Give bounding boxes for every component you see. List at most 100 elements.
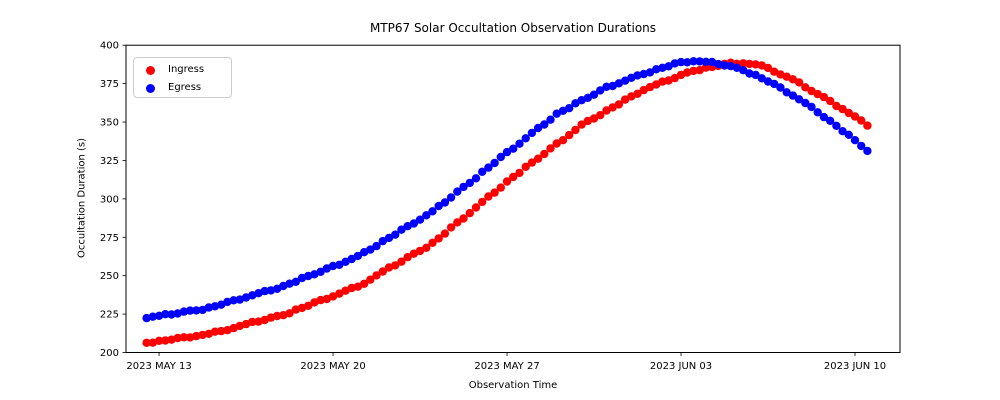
data-point bbox=[589, 114, 599, 123]
data-point bbox=[459, 182, 468, 192]
data-point bbox=[490, 188, 499, 197]
data-point bbox=[533, 154, 543, 163]
data-point bbox=[378, 267, 387, 276]
data-point bbox=[353, 251, 363, 261]
data-point bbox=[509, 172, 518, 182]
data-point bbox=[304, 301, 313, 310]
ingress-marker-icon bbox=[146, 65, 155, 75]
data-point bbox=[819, 112, 829, 122]
data-point bbox=[502, 147, 512, 157]
data-point bbox=[571, 99, 580, 108]
data-point bbox=[757, 74, 766, 83]
data-point bbox=[161, 310, 170, 319]
data-point bbox=[571, 125, 580, 135]
data-point bbox=[782, 88, 791, 97]
data-point bbox=[689, 66, 698, 76]
data-point bbox=[440, 198, 450, 207]
data-point bbox=[509, 144, 518, 153]
data-point bbox=[515, 139, 524, 148]
y-tick-label: 375 bbox=[100, 79, 119, 90]
data-point bbox=[739, 66, 748, 75]
y-tick-label: 350 bbox=[100, 118, 119, 129]
data-point bbox=[384, 233, 394, 243]
data-point bbox=[633, 89, 642, 99]
data-point bbox=[763, 63, 773, 73]
data-point bbox=[446, 193, 456, 202]
y-tick-label: 325 bbox=[100, 156, 119, 167]
y-tick-label: 300 bbox=[100, 194, 119, 205]
legend-label: Ingress bbox=[168, 64, 205, 75]
data-point bbox=[471, 203, 481, 212]
data-point bbox=[148, 312, 157, 321]
data-point bbox=[391, 230, 400, 239]
data-point bbox=[739, 59, 748, 68]
data-point bbox=[179, 307, 189, 316]
data-point bbox=[658, 77, 667, 86]
ingress-series bbox=[142, 58, 872, 347]
data-point bbox=[484, 192, 493, 201]
data-point bbox=[801, 83, 810, 92]
egress-marker-icon bbox=[146, 83, 155, 93]
data-point bbox=[192, 306, 201, 315]
data-point bbox=[453, 218, 462, 227]
data-point bbox=[465, 208, 474, 218]
legend: Ingress Egress bbox=[133, 57, 232, 98]
data-point bbox=[552, 109, 561, 118]
data-point bbox=[583, 93, 592, 103]
data-point bbox=[403, 253, 412, 262]
data-point bbox=[788, 91, 798, 100]
data-point bbox=[428, 238, 437, 247]
data-point bbox=[366, 245, 375, 254]
data-point bbox=[328, 261, 338, 271]
data-point bbox=[565, 104, 574, 113]
data-point bbox=[248, 317, 257, 327]
data-point bbox=[409, 219, 418, 228]
data-point bbox=[838, 127, 847, 136]
data-point bbox=[229, 296, 238, 305]
data-point bbox=[173, 333, 182, 343]
data-point bbox=[546, 144, 555, 153]
data-point bbox=[316, 267, 325, 276]
data-point bbox=[596, 86, 605, 95]
data-point bbox=[179, 333, 189, 342]
data-point bbox=[689, 57, 698, 66]
data-point bbox=[372, 271, 381, 280]
data-point bbox=[366, 275, 375, 284]
data-point bbox=[521, 134, 530, 143]
data-point bbox=[540, 120, 549, 129]
data-point bbox=[683, 58, 692, 67]
data-point bbox=[857, 141, 866, 151]
data-point bbox=[540, 149, 549, 159]
data-point bbox=[347, 254, 356, 264]
data-point bbox=[285, 279, 294, 288]
data-point bbox=[440, 229, 450, 238]
data-point bbox=[210, 327, 220, 336]
data-point bbox=[490, 158, 499, 168]
data-point bbox=[546, 115, 555, 124]
y-tick-label: 225 bbox=[100, 310, 119, 321]
data-point bbox=[291, 277, 300, 286]
data-point bbox=[415, 246, 425, 256]
data-point bbox=[359, 279, 369, 288]
data-point bbox=[527, 158, 537, 167]
data-point bbox=[217, 326, 226, 336]
data-point bbox=[378, 236, 387, 246]
data-point bbox=[272, 311, 282, 321]
data-point bbox=[620, 95, 630, 104]
data-point bbox=[328, 292, 338, 301]
egress-series bbox=[142, 57, 872, 323]
data-point bbox=[478, 197, 487, 207]
data-point bbox=[863, 146, 872, 156]
data-point bbox=[832, 101, 841, 111]
data-point bbox=[552, 139, 561, 148]
data-point bbox=[161, 336, 170, 345]
data-point bbox=[676, 57, 686, 67]
y-tick-label: 200 bbox=[100, 348, 119, 359]
chart-title: MTP67 Solar Occultation Observation Dura… bbox=[369, 21, 657, 35]
data-point bbox=[235, 321, 244, 331]
data-point bbox=[807, 102, 816, 112]
data-point bbox=[838, 104, 847, 114]
data-point bbox=[819, 92, 829, 102]
data-point bbox=[683, 68, 692, 77]
